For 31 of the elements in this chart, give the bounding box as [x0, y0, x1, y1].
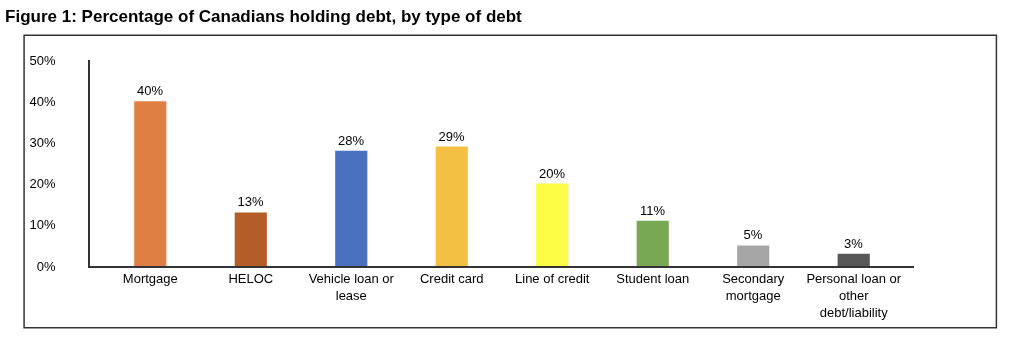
- y-tick-label: 20%: [29, 176, 57, 192]
- data-label: 28%: [338, 132, 365, 148]
- bar: [435, 146, 468, 266]
- bar: [837, 253, 870, 266]
- x-tick-label: Credit card: [419, 271, 484, 287]
- x-tick-label: Mortgage: [122, 271, 178, 287]
- x-tick-label: Secondary mortgage: [722, 271, 785, 304]
- data-label: 3%: [844, 235, 864, 251]
- x-tick-label: Line of credit: [515, 271, 590, 287]
- y-tick-label: 40%: [29, 93, 57, 109]
- data-label: 29%: [438, 128, 465, 144]
- bar: [234, 212, 267, 266]
- y-tick-label: 0%: [36, 258, 57, 274]
- data-label: 40%: [137, 83, 164, 99]
- bar: [536, 183, 569, 266]
- y-tick-label: 50%: [29, 52, 57, 68]
- data-label: 20%: [539, 165, 566, 181]
- bar: [636, 220, 669, 266]
- x-tick-label: HELOC: [228, 271, 274, 287]
- x-tick-label: Vehicle loan or lease: [308, 271, 395, 304]
- data-label: 13%: [237, 194, 265, 210]
- y-tick-label: 30%: [29, 134, 57, 150]
- chart-title: Figure 1: Percentage of Canadians holding debt, by type of debt: [5, 7, 523, 27]
- x-tick-label: Student loan: [616, 271, 690, 287]
- data-label: 11%: [639, 202, 666, 218]
- data-label: 5%: [743, 227, 763, 243]
- bar: [134, 101, 167, 266]
- bar: [737, 245, 770, 266]
- x-tick-label: Personal loan or other debt/liability: [806, 271, 902, 321]
- y-tick-label: 10%: [29, 217, 57, 233]
- bar: [335, 150, 368, 266]
